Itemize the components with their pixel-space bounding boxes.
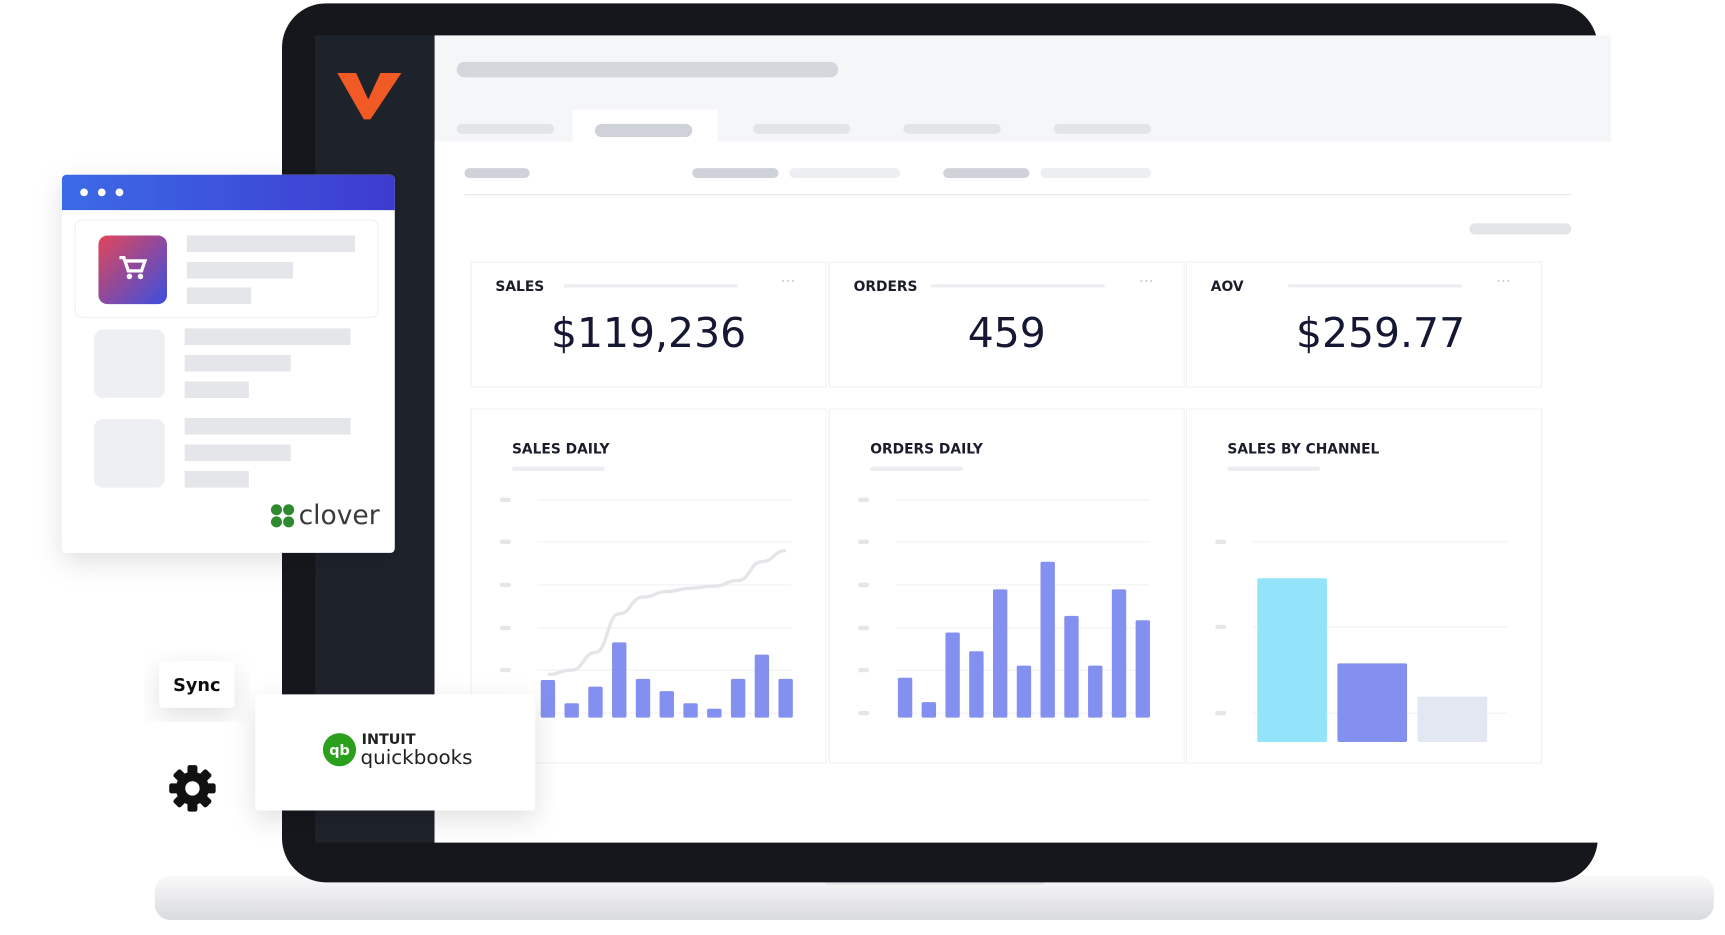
kpi-card bbox=[1185, 261, 1542, 388]
bar bbox=[683, 703, 698, 718]
trend-line bbox=[547, 548, 786, 677]
kpi-value: 459 bbox=[968, 309, 1046, 357]
bar bbox=[921, 702, 937, 718]
tick-placeholder bbox=[1215, 539, 1227, 545]
bar bbox=[635, 678, 651, 718]
intuit-brand: INTUIT bbox=[362, 732, 416, 748]
bar bbox=[707, 708, 722, 718]
clover-window: clover bbox=[61, 174, 395, 553]
placeholder bbox=[456, 61, 839, 78]
sync-label: Sync bbox=[173, 676, 220, 696]
bar bbox=[730, 678, 746, 718]
bar bbox=[1088, 665, 1103, 718]
placeholder bbox=[563, 284, 738, 288]
svg-text:qb: qb bbox=[329, 743, 350, 759]
logo bbox=[337, 72, 402, 120]
bar bbox=[1064, 615, 1079, 718]
tick-placeholder bbox=[499, 667, 511, 673]
placeholder bbox=[1227, 466, 1321, 472]
chart-title: SALES DAILY bbox=[512, 441, 611, 457]
bar bbox=[1417, 696, 1488, 742]
bar bbox=[1040, 561, 1055, 718]
bar bbox=[564, 703, 579, 718]
placeholder bbox=[931, 284, 1105, 288]
tick-placeholder bbox=[499, 625, 511, 631]
quickbooks-brand: quickbooks bbox=[361, 746, 473, 769]
kpi-value: $259.77 bbox=[1296, 309, 1465, 357]
quickbooks-card: qb INTUIT quickbooks bbox=[255, 694, 536, 811]
kpi-dots: ··· bbox=[781, 272, 796, 290]
bar bbox=[1016, 665, 1032, 718]
chart-title: ORDERS DAILY bbox=[870, 441, 984, 457]
tick-placeholder bbox=[858, 667, 870, 673]
bar bbox=[1337, 663, 1408, 742]
kpi-dots: ··· bbox=[1496, 272, 1511, 290]
tick-placeholder bbox=[858, 625, 870, 631]
bar bbox=[1111, 589, 1127, 718]
bar bbox=[778, 678, 793, 718]
bar bbox=[1257, 578, 1327, 742]
gear-icon[interactable] bbox=[169, 765, 216, 812]
bar bbox=[612, 642, 627, 718]
sync-badge: Sync bbox=[159, 661, 235, 708]
tick-placeholder bbox=[858, 582, 870, 588]
tick-placeholder bbox=[499, 582, 511, 588]
tick-placeholder bbox=[858, 710, 870, 716]
tick-placeholder bbox=[1215, 624, 1227, 630]
tick-placeholder bbox=[499, 539, 511, 545]
clover-brand: clover bbox=[299, 500, 380, 531]
bar bbox=[1135, 620, 1150, 718]
kpi-value: $119,236 bbox=[551, 309, 746, 357]
placeholder bbox=[1288, 284, 1462, 288]
bar bbox=[659, 691, 674, 718]
tab-placeholders bbox=[456, 123, 1572, 235]
bar bbox=[754, 654, 770, 718]
bar bbox=[588, 686, 603, 718]
kpi-card bbox=[470, 261, 827, 388]
kpi-label: SALES bbox=[495, 279, 544, 295]
laptop-base bbox=[154, 875, 1714, 920]
chart-title: SALES BY CHANNEL bbox=[1227, 441, 1379, 457]
bar bbox=[897, 677, 913, 718]
kpi-card bbox=[828, 261, 1185, 388]
bar bbox=[992, 589, 1008, 718]
placeholder bbox=[511, 466, 605, 472]
tick-placeholder bbox=[1215, 710, 1227, 716]
kpi-label: ORDERS bbox=[854, 279, 918, 295]
bar bbox=[540, 680, 556, 718]
bar bbox=[969, 651, 984, 718]
kpi-label: AOV bbox=[1211, 279, 1244, 295]
tick-placeholder bbox=[499, 497, 511, 502]
bar bbox=[945, 632, 960, 718]
tick-placeholder bbox=[858, 539, 870, 545]
tick-placeholder bbox=[858, 497, 870, 502]
kpi-dots: ··· bbox=[1139, 272, 1154, 290]
placeholder bbox=[870, 466, 964, 472]
